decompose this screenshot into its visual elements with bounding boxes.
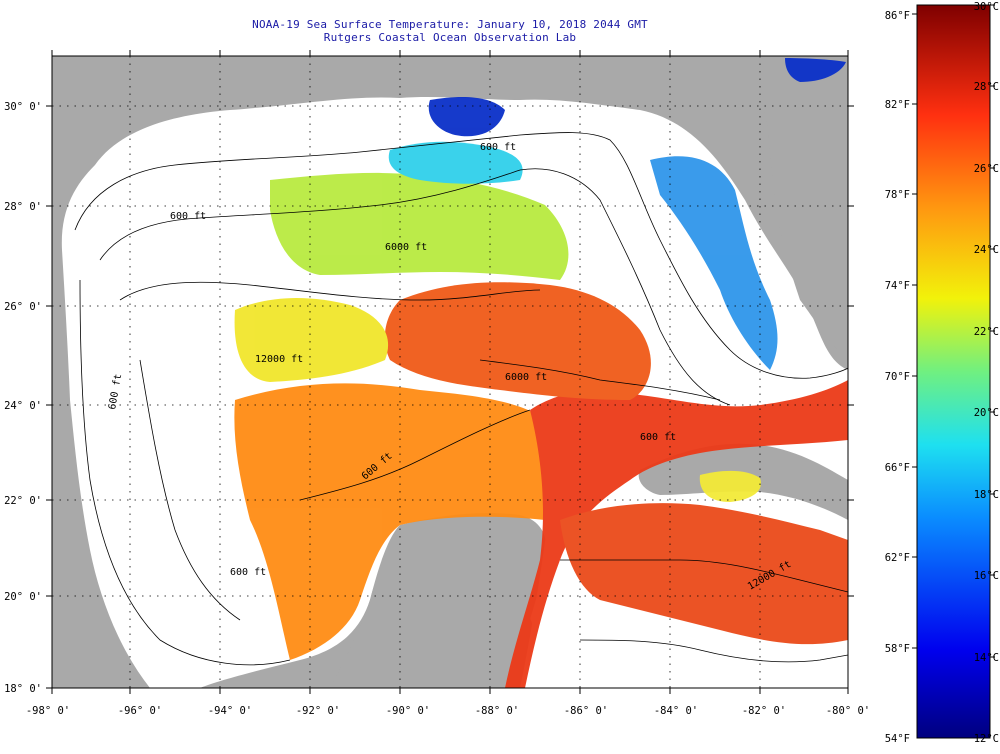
lat-label: 30° 0'	[4, 101, 42, 113]
contour-label: 600 ft	[170, 211, 206, 222]
lat-label: 24° 0'	[4, 400, 42, 412]
contour-label: 600 ft	[640, 432, 676, 443]
lon-label: -92° 0'	[296, 705, 340, 717]
contour-label: 600 ft	[230, 567, 266, 578]
celsius-label: 16°C	[974, 570, 999, 582]
fahrenheit-label: 62°F	[885, 552, 910, 564]
lon-label: -94° 0'	[208, 705, 252, 717]
lon-label: -90° 0'	[386, 705, 430, 717]
celsius-label: 24°C	[974, 244, 999, 256]
lon-label: -80° 0'	[826, 705, 870, 717]
contour-label: 600 ft	[480, 142, 516, 153]
lon-label: -84° 0'	[654, 705, 698, 717]
longitude-labels: -98° 0' -96° 0' -94° 0' -92° 0' -90° 0' …	[26, 705, 870, 717]
lat-label: 20° 0'	[4, 591, 42, 603]
colorbar-ticks	[912, 4, 995, 658]
lon-label: -86° 0'	[564, 705, 608, 717]
celsius-label: 18°C	[974, 489, 999, 501]
celsius-label: 26°C	[974, 163, 999, 175]
lat-label: 28° 0'	[4, 201, 42, 213]
graticule	[52, 56, 848, 688]
colorbar	[916, 4, 991, 739]
fahrenheit-label: 74°F	[885, 280, 910, 292]
lon-label: -82° 0'	[742, 705, 786, 717]
fahrenheit-label: 70°F	[885, 371, 910, 383]
contour-label: 12000 ft	[255, 354, 303, 365]
fahrenheit-label: 86°F	[885, 10, 910, 22]
contour-label: 6000 ft	[385, 242, 427, 253]
lat-label: 26° 0'	[4, 301, 42, 313]
celsius-label: 20°C	[974, 407, 999, 419]
fahrenheit-label: 66°F	[885, 462, 910, 474]
florida-land	[760, 56, 848, 360]
lon-label: -88° 0'	[475, 705, 519, 717]
contour-label: 6000 ft	[505, 372, 547, 383]
fahrenheit-label: 78°F	[885, 189, 910, 201]
fahrenheit-label: 54°F	[885, 733, 910, 745]
celsius-label: 14°C	[974, 652, 999, 664]
lon-label: -98° 0'	[26, 705, 70, 717]
map-title-line-1: NOAA-19 Sea Surface Temperature: January…	[252, 18, 648, 31]
lon-label: -96° 0'	[118, 705, 162, 717]
lat-label: 22° 0'	[4, 495, 42, 507]
celsius-label: 12°C	[974, 733, 999, 745]
latitude-labels: 30° 0' 28° 0' 26° 0' 24° 0' 22° 0' 20° 0…	[4, 101, 42, 695]
colorbar-celsius-labels: 30°C 28°C 26°C 24°C 22°C 20°C 18°C 16°C …	[974, 1, 999, 745]
celsius-label: 22°C	[974, 326, 999, 338]
map-title-line-2: Rutgers Coastal Ocean Observation Lab	[323, 31, 577, 44]
fahrenheit-label: 82°F	[885, 99, 910, 111]
fahrenheit-label: 58°F	[885, 643, 910, 655]
yucatan-land	[330, 513, 547, 688]
lat-label: 18° 0'	[4, 683, 42, 695]
bathymetry-contours	[74, 132, 848, 666]
map-frame	[51, 55, 849, 689]
colorbar-fahrenheit-labels: 86°F 82°F 78°F 74°F 70°F 66°F 62°F 58°F …	[885, 10, 910, 745]
celsius-label: 30°C	[974, 1, 999, 13]
sst-swaths	[234, 58, 848, 688]
axis-ticks	[46, 50, 854, 694]
celsius-label: 28°C	[974, 81, 999, 93]
